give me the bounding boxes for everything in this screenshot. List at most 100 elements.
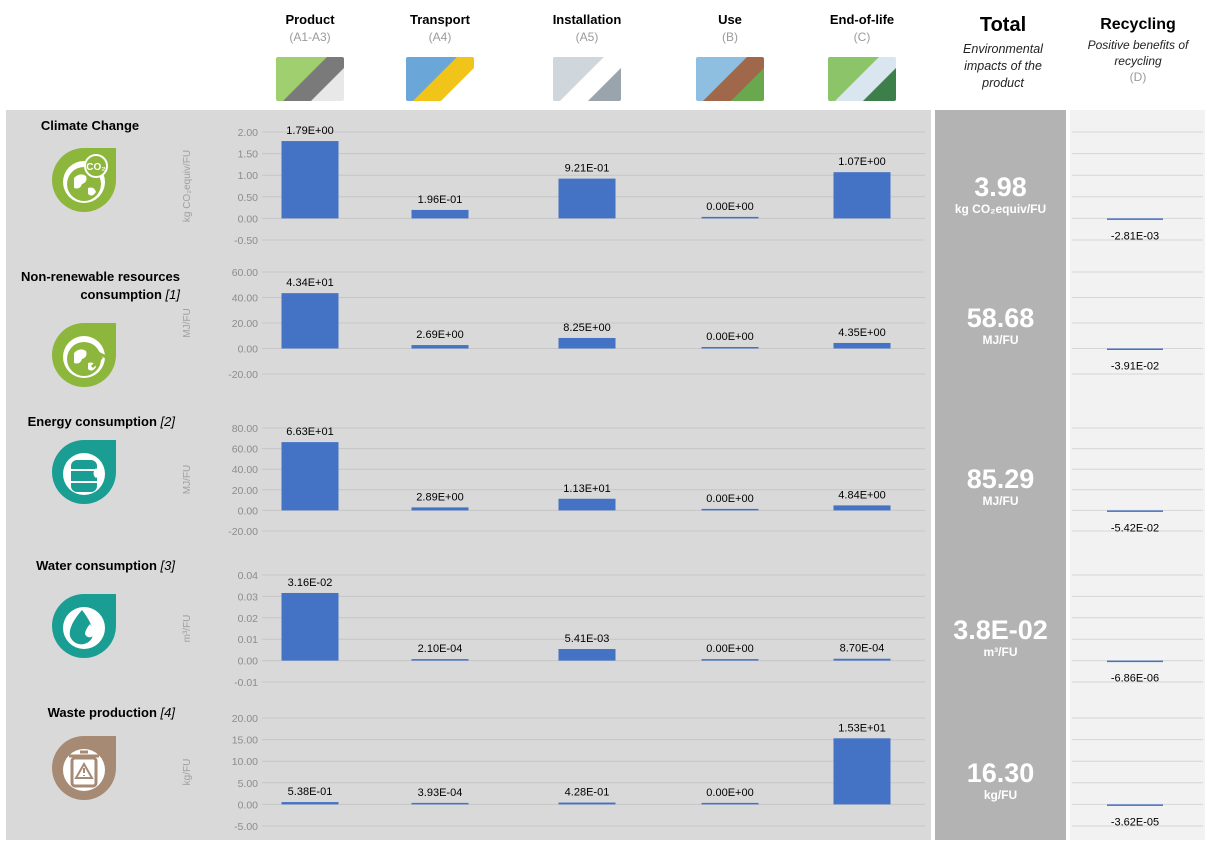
impact-category-title: Climate Change: [0, 117, 180, 135]
total-title: Total: [979, 14, 1027, 36]
bar: [558, 178, 616, 219]
co2-earth-icon: CO₂: [52, 148, 116, 212]
total-subtitle: Environmental impacts of the product: [963, 42, 1043, 90]
y-tick-label: 60.00: [232, 444, 258, 456]
bar: [411, 659, 469, 661]
y-tick-label: -5.00: [234, 821, 258, 833]
total-value: 3.8E-02: [953, 614, 1048, 645]
bar: [281, 141, 339, 219]
recycling-value-label: -3.91E-02: [1111, 361, 1159, 373]
y-tick-label: 1.00: [238, 170, 259, 182]
impact-category-name: Waste production: [47, 705, 157, 720]
stage-header-3: Use (B): [665, 0, 795, 101]
bar: [281, 592, 339, 661]
total-value: 3.98: [974, 172, 1027, 203]
y-tick-label: 0.50: [238, 192, 259, 204]
bar-value-label: 0.00E+00: [706, 331, 753, 343]
bar: [558, 649, 616, 661]
y-tick-label: -20.00: [228, 369, 258, 381]
bar-value-label: 6.63E+01: [286, 426, 333, 438]
y-tick-label: 40.00: [232, 464, 258, 476]
y-tick-label: 0.04: [238, 570, 259, 582]
bar-value-label: 2.69E+00: [416, 329, 463, 341]
recycling-title: Recycling: [1100, 16, 1176, 33]
bar: [281, 293, 339, 349]
y-tick-label: 10.00: [232, 756, 258, 768]
total-header: Total Environmental impacts of the produ…: [940, 0, 1066, 92]
y-axis-label: MJ/FU: [182, 308, 193, 337]
y-tick-label: 80.00: [232, 423, 258, 435]
bar-value-label: 5.41E-03: [565, 633, 610, 645]
stage-name: Transport: [410, 12, 470, 27]
total-unit: kg CO₂equiv/FU: [954, 202, 1047, 217]
bar: [701, 659, 759, 661]
bar-value-label: 1.53E+01: [838, 722, 885, 734]
impact-category-name: Water consumption: [36, 558, 157, 573]
water-drops-icon: [52, 594, 116, 658]
recycling-header: Recycling Positive benefits of recycling…: [1070, 0, 1206, 84]
y-tick-label: 0.01: [238, 634, 259, 646]
bar: [701, 802, 759, 805]
svg-text:CO₂: CO₂: [86, 162, 105, 173]
y-axis-label: kg CO₂equiv/FU: [182, 150, 193, 222]
impact-category-reference: [4]: [156, 705, 175, 720]
bar-value-label: 8.70E-04: [840, 643, 885, 655]
total-value-block: 85.29 MJ/FU: [935, 464, 1066, 508]
recycling-bar: [1107, 804, 1163, 806]
total-value-block: 16.30 kg/FU: [935, 758, 1066, 802]
total-value: 58.68: [966, 302, 1035, 333]
y-tick-label: 20.00: [232, 485, 258, 497]
y-tick-label: 0.00: [238, 213, 259, 225]
trash-warning-icon: [52, 736, 116, 800]
y-tick-label: -20.00: [228, 526, 258, 538]
y-tick-label: 0.00: [238, 344, 259, 356]
y-tick-label: 20.00: [232, 713, 258, 725]
bar-value-label: 8.25E+00: [563, 322, 610, 334]
stage-code: (A1-A3): [289, 30, 331, 44]
total-value: 85.29: [966, 464, 1035, 495]
stage-illustration: [406, 57, 474, 101]
bar-value-label: 3.16E-02: [288, 577, 333, 589]
stage-header-4: End-of-life (C): [797, 0, 927, 101]
bar: [411, 345, 469, 349]
bar: [411, 209, 469, 219]
impact-category-reference: [2]: [156, 414, 175, 429]
y-tick-label: 60.00: [232, 267, 258, 279]
total-unit: kg/FU: [983, 788, 1018, 803]
impact-chart-2: 80.00 60.00 40.00 20.00 0.00 -20.00 MJ/FU 6.63E…: [182, 423, 1203, 538]
bar: [833, 172, 891, 219]
impact-category-title: Water consumption [3]: [0, 557, 175, 575]
total-unit: m³/FU: [983, 644, 1018, 659]
recycling-value-label: -5.42E-02: [1111, 522, 1159, 534]
y-axis-label: m³/FU: [182, 615, 193, 643]
bar-value-label: 1.96E-01: [418, 194, 463, 206]
bar: [281, 442, 339, 511]
recycling-code: (D): [1129, 70, 1147, 84]
stage-illustration: [276, 57, 344, 101]
bar: [833, 658, 891, 661]
oil-barrel-icon: [52, 440, 116, 504]
stage-illustration: [828, 57, 896, 101]
bar: [833, 505, 891, 511]
recycling-value-label: -6.86E-06: [1111, 673, 1159, 685]
bar-value-label: 4.28E-01: [565, 787, 610, 799]
y-tick-label: 0.00: [238, 656, 259, 668]
y-tick-label: 5.00: [238, 778, 259, 790]
bar-value-label: 4.34E+01: [286, 277, 333, 289]
impact-category-name: Energy consumption: [27, 414, 157, 429]
impact-chart-1: 60.00 40.00 20.00 0.00 -20.00 MJ/FU 4.34E+01 2.…: [182, 267, 1203, 381]
total-value-block: 3.8E-02 m³/FU: [935, 615, 1066, 659]
stage-code: (B): [722, 30, 738, 44]
total-value-block: 58.68 MJ/FU: [935, 303, 1066, 347]
recycling-bar: [1107, 218, 1163, 220]
bar-value-label: 0.00E+00: [706, 201, 753, 213]
recycling-value-label: -2.81E-03: [1111, 230, 1159, 242]
total-unit: MJ/FU: [982, 332, 1019, 347]
bar: [558, 498, 616, 511]
bar-value-label: 1.07E+00: [838, 156, 885, 168]
total-value: 16.30: [966, 758, 1035, 789]
stage-name: Installation: [552, 12, 622, 27]
stage-header-1: Transport (A4): [375, 0, 505, 101]
y-tick-label: 0.02: [238, 613, 259, 625]
recycling-bar: [1107, 348, 1163, 350]
